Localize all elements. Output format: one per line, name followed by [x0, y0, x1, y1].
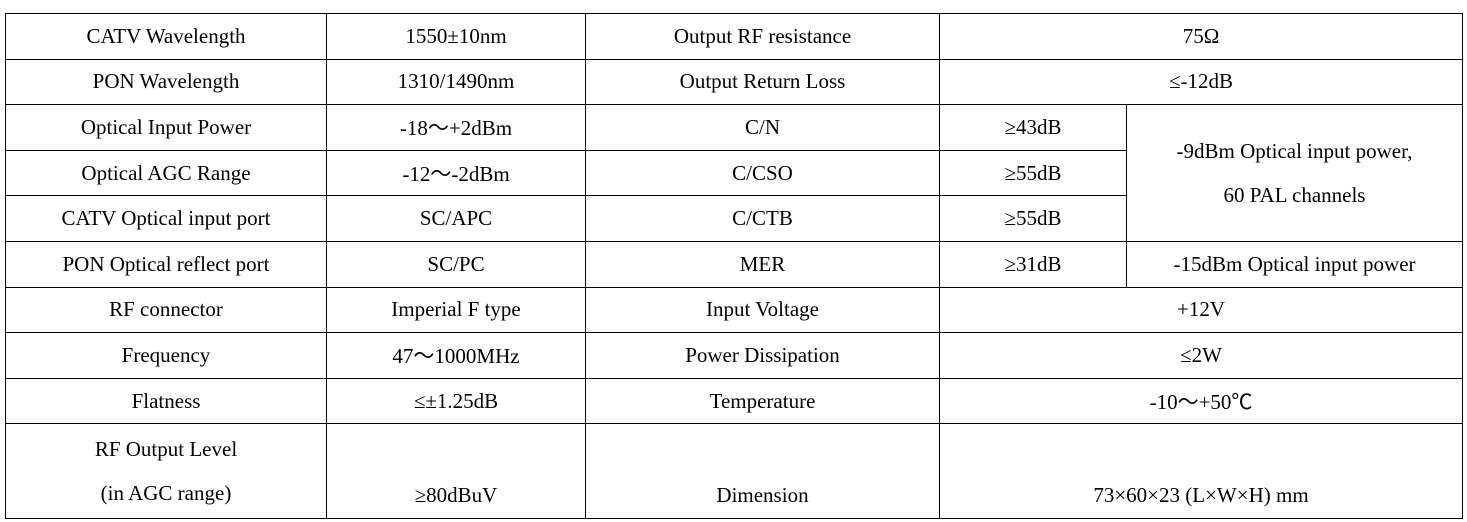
param-value: ≥43dB	[939, 104, 1127, 151]
condition-line-2: 60 PAL channels	[1223, 183, 1366, 208]
param-label: CATV Wavelength	[5, 13, 327, 60]
table-row: Frequency 47～1000MHz Power Dissipation ≤…	[5, 332, 1464, 379]
table-row: PON Optical reflect port SC/PC MER ≥31dB…	[5, 240, 1464, 288]
param-label: Dimension	[585, 423, 940, 520]
param-value: 75Ω	[938, 13, 1464, 60]
param-label: CATV Optical input port	[5, 195, 327, 242]
param-value: ≥80dBuV	[326, 423, 586, 520]
param-value: ≥31dB	[939, 240, 1127, 288]
test-condition-note: -15dBm Optical input power	[1125, 240, 1464, 288]
param-value: +12V	[938, 286, 1464, 334]
param-value: ≤±1.25dB	[326, 377, 586, 425]
spec-table: CATV Wavelength 1550±10nm Output RF resi…	[5, 13, 1464, 520]
param-value: Imperial F type	[326, 286, 586, 334]
param-value: 1550±10nm	[326, 13, 586, 60]
param-label: C/CTB	[585, 195, 940, 242]
param-value: 47～1000MHz	[326, 332, 586, 379]
param-label: Optical Input Power	[5, 104, 327, 151]
table-row: RF Output Level (in AGC range) ≥80dBuV D…	[5, 423, 1464, 520]
param-label-line-1: RF Output Level	[94, 437, 238, 462]
param-label-line-2: (in AGC range)	[100, 481, 232, 506]
param-value: ≥55dB	[939, 195, 1127, 242]
param-value: SC/APC	[326, 195, 586, 242]
param-label: PON Optical reflect port	[5, 240, 327, 288]
table-row: CATV Wavelength 1550±10nm Output RF resi…	[5, 13, 1464, 60]
param-label: Output Return Loss	[585, 58, 940, 106]
condition-line-1: -9dBm Optical input power,	[1176, 139, 1413, 164]
param-value: -12～-2dBm	[326, 149, 586, 197]
param-label: MER	[585, 240, 940, 288]
param-label: Power Dissipation	[585, 332, 940, 379]
param-value: ≤-12dB	[938, 58, 1464, 106]
test-condition-note: -9dBm Optical input power, 60 PAL channe…	[1125, 104, 1464, 242]
param-label: PON Wavelength	[5, 58, 327, 106]
param-label: C/N	[585, 104, 940, 151]
param-value: ≤2W	[938, 332, 1464, 379]
param-label: Frequency	[5, 332, 327, 379]
param-value: ≥55dB	[939, 149, 1127, 197]
table-row: PON Wavelength 1310/1490nm Output Return…	[5, 58, 1464, 106]
param-value: -18～+2dBm	[326, 104, 586, 151]
table-row: Flatness ≤±1.25dB Temperature -10～+50℃	[5, 377, 1464, 425]
param-label: Input Voltage	[585, 286, 940, 334]
param-value: 73×60×23 (L×W×H) mm	[938, 423, 1464, 520]
param-value: -10～+50℃	[938, 377, 1464, 425]
param-label: Optical AGC Range	[5, 149, 327, 197]
param-label: C/CSO	[585, 149, 940, 197]
param-label: Temperature	[585, 377, 940, 425]
table-row: Optical Input Power -18～+2dBm C/N ≥43dB …	[5, 104, 1464, 242]
param-label: RF Output Level (in AGC range)	[5, 423, 327, 520]
param-value: SC/PC	[326, 240, 586, 288]
param-label: Output RF resistance	[585, 13, 940, 60]
param-label: RF connector	[5, 286, 327, 334]
param-value: 1310/1490nm	[326, 58, 586, 106]
param-label: Flatness	[5, 377, 327, 425]
table-row: RF connector Imperial F type Input Volta…	[5, 286, 1464, 334]
